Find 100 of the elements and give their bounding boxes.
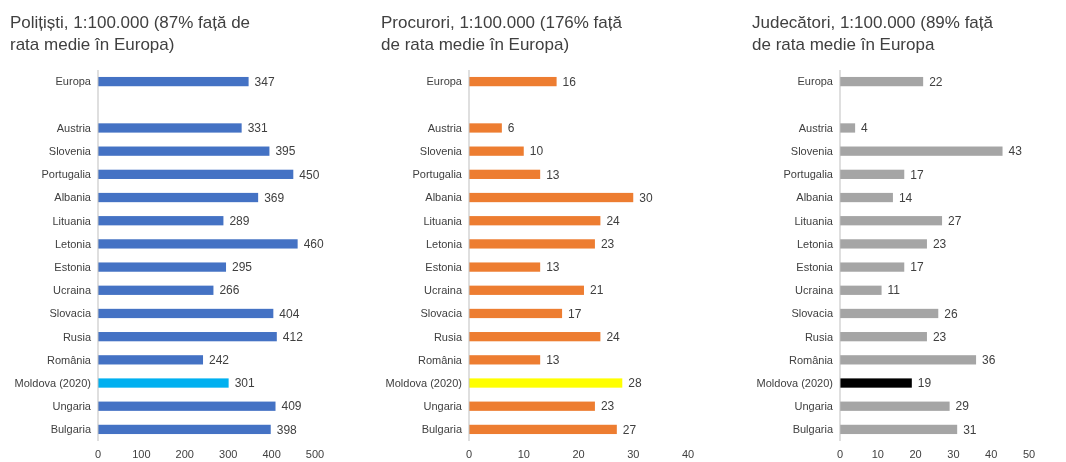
data-label: 13: [546, 260, 560, 275]
y-tick-label: Bulgaria: [50, 423, 92, 436]
y-tick-label: Europa: [426, 75, 463, 88]
y-tick-label: Austria: [56, 121, 92, 134]
bar: [98, 76, 249, 87]
x-tick-label: 0: [836, 448, 844, 460]
data-label: 19: [917, 376, 932, 391]
y-tick-label: Portugalia: [412, 168, 463, 181]
data-label: 289: [229, 213, 250, 228]
x-tick-label: 40: [985, 448, 998, 460]
y-tick-label: Albania: [796, 191, 834, 204]
data-label: 13: [546, 167, 560, 182]
data-label: 13: [546, 353, 560, 368]
data-label: 43: [1008, 144, 1023, 159]
bar: [840, 239, 927, 249]
bar: [840, 401, 950, 411]
bar: [98, 216, 224, 226]
bar: [840, 192, 893, 203]
y-tick-label: Austria: [798, 121, 834, 134]
bar: [840, 76, 924, 87]
bar: [98, 169, 294, 179]
chart-title: Polițiști, 1:100.000 (87% față de rata medie în Europa): [10, 13, 251, 54]
x-tick-label: 400: [262, 448, 281, 460]
x-tick-label: 30: [627, 448, 640, 460]
y-tick-label: Ucraina: [424, 284, 463, 297]
y-tick-label: Rusia: [62, 330, 92, 343]
bar: [840, 262, 905, 272]
y-tick-label: Letonia: [796, 237, 834, 250]
bar: [469, 216, 601, 226]
data-label: 11: [887, 283, 901, 298]
x-tick-label: 0: [465, 448, 473, 460]
y-tick-label: România: [46, 353, 92, 366]
data-label: 29: [955, 399, 970, 414]
y-tick-label: Letonia: [54, 237, 92, 250]
y-tick-label: Estonia: [425, 260, 463, 273]
data-label: 23: [600, 399, 615, 414]
y-tick-label: Ungaria: [423, 400, 463, 413]
data-label: 23: [932, 329, 947, 344]
data-label: 395: [275, 144, 296, 159]
data-label: 21: [589, 283, 604, 298]
y-tick-label: România: [417, 353, 463, 366]
y-tick-label: Europa: [797, 75, 834, 88]
data-label: 409: [281, 399, 302, 414]
y-tick-label: Estonia: [796, 260, 834, 273]
bar: [98, 285, 214, 295]
data-label: 331: [247, 121, 268, 136]
bar: [469, 239, 595, 249]
x-tick-label: 500: [305, 448, 325, 460]
y-tick-label: Rusia: [804, 330, 834, 343]
y-tick-label: Bulgaria: [421, 423, 463, 436]
y-tick-label: Estonia: [54, 260, 92, 273]
y-tick-label: Albania: [425, 191, 463, 204]
data-label: 17: [910, 260, 924, 275]
x-tick-label: 10: [871, 448, 884, 460]
data-label: 4: [861, 121, 869, 136]
data-label: 30: [639, 190, 653, 205]
data-label: 24: [606, 329, 621, 344]
y-tick-label: Slovacia: [791, 307, 834, 320]
bar: [98, 123, 242, 133]
bar: [98, 146, 270, 156]
y-tick-label: Slovenia: [419, 145, 463, 158]
bar: [469, 355, 541, 365]
data-label: 266: [219, 283, 240, 298]
data-label: 27: [622, 422, 637, 437]
data-label: 26: [944, 306, 958, 321]
bar: [469, 76, 557, 87]
y-tick-label: Letonia: [425, 237, 463, 250]
data-label: 23: [932, 237, 947, 252]
bar: [840, 355, 977, 365]
bar: [840, 146, 1003, 156]
data-label: 242: [209, 353, 230, 368]
bar: [840, 285, 882, 295]
y-tick-label: Ucraina: [53, 284, 92, 297]
data-label: 22: [929, 74, 943, 89]
data-label: 10: [529, 144, 544, 159]
y-tick-label: Portugalia: [41, 168, 92, 181]
bar: [98, 308, 274, 319]
data-label: 28: [628, 376, 642, 391]
y-tick-label: Slovenia: [48, 145, 92, 158]
x-tick-label: 20: [909, 448, 922, 460]
bar: [469, 146, 524, 156]
bar: [840, 308, 939, 319]
bar: [840, 216, 943, 226]
y-tick-label: Ungaria: [794, 400, 834, 413]
y-tick-label: Europa: [55, 75, 92, 88]
data-label: 295: [232, 260, 253, 275]
chart-title: Procurori, 1:100.000 (176% față de rata medie în Europa): [381, 13, 623, 54]
data-label: 36: [982, 353, 996, 368]
x-tick-label: 50: [1022, 448, 1036, 460]
bar: [469, 424, 617, 435]
bar: [98, 262, 227, 272]
data-label: 14: [898, 190, 913, 205]
y-tick-label: Moldova (2020): [14, 376, 91, 389]
data-label: 23: [600, 237, 615, 252]
x-tick-label: 40: [681, 448, 695, 460]
data-label: 17: [568, 306, 582, 321]
chart-title: Judecători, 1:100.000 (89% față de rata medie în Europa: [752, 13, 994, 54]
y-tick-label: Ungaria: [52, 400, 92, 413]
bar: [840, 332, 927, 342]
y-tick-label: Austria: [427, 121, 463, 134]
